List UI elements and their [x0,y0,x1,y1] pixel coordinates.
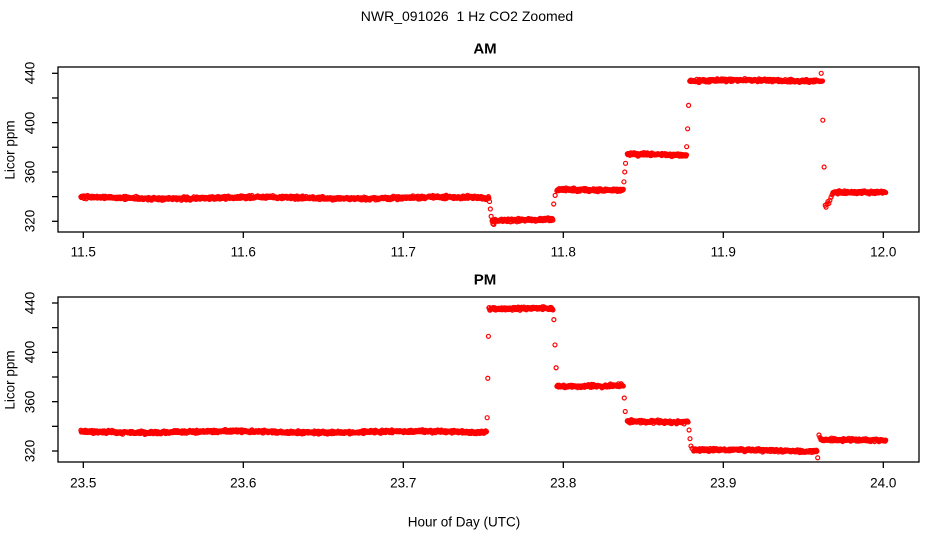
y-tick-label: 440 [22,62,38,85]
x-tick-label: 11.9 [710,244,736,260]
panel-title-am: AM [473,40,497,58]
x-tick-label: 11.5 [70,244,96,260]
x-tick-label: 12.0 [870,244,897,260]
x-tick-label: 11.7 [390,244,416,260]
y-tick-label: 440 [22,291,38,315]
y-tick-label: 320 [22,439,38,463]
figure-title: NWR_091026 1 Hz CO2 Zoomed [360,8,574,24]
x-tick-label: 11.8 [550,244,576,260]
y-axis-label-am: Licor ppm [2,120,18,180]
x-tick-label: 24.0 [870,475,897,491]
x-tick-label: 11.6 [230,244,256,260]
y-tick-label: 400 [22,341,38,364]
x-axis-label: Hour of Day (UTC) [407,514,521,530]
x-tick-label: 23.6 [230,475,257,491]
y-tick-label: 400 [22,111,38,134]
y-tick-label: 360 [22,390,38,413]
x-tick-label: 23.5 [70,475,97,491]
x-tick-label: 23.7 [390,475,417,491]
x-tick-label: 23.9 [710,475,737,491]
y-tick-label: 360 [22,160,38,184]
panel-title-pm: PM [473,271,497,289]
x-tick-label: 23.8 [550,475,577,491]
y-axis-label-pm: Licor ppm [2,350,18,410]
y-tick-label: 320 [22,210,38,233]
